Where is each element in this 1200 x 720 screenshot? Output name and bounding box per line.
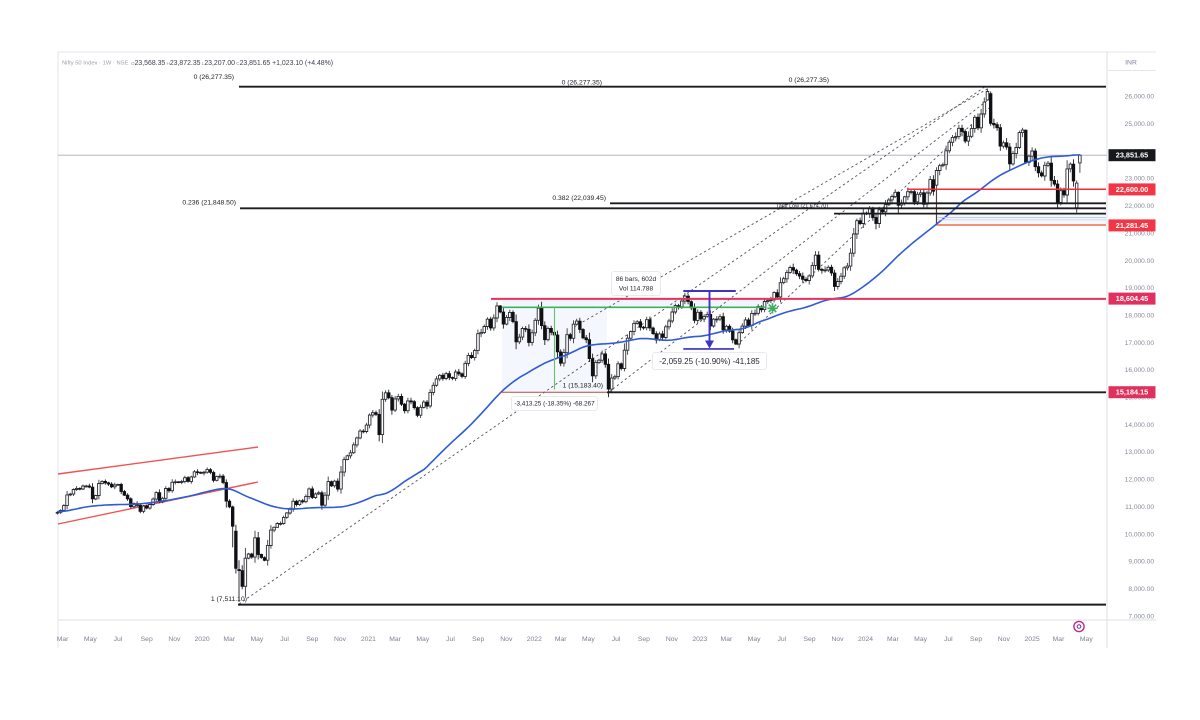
svg-text:21,000.00: 21,000.00: [1125, 230, 1155, 237]
svg-text:May: May: [582, 636, 595, 643]
svg-text:22,600.00: 22,600.00: [1116, 185, 1148, 194]
svg-text:Sep: Sep: [306, 636, 318, 643]
svg-text:17,000.00: 17,000.00: [1125, 340, 1155, 347]
svg-text:0 (26,277.35): 0 (26,277.35): [562, 79, 602, 86]
svg-text:8,000.00: 8,000.00: [1128, 586, 1154, 593]
svg-text:Jul: Jul: [446, 636, 455, 643]
svg-text:23,851.65: 23,851.65: [1116, 151, 1148, 160]
svg-text:May: May: [416, 636, 429, 643]
svg-text:Sep: Sep: [638, 636, 650, 643]
svg-text:0.236 (21,848.50): 0.236 (21,848.50): [182, 200, 236, 207]
svg-text:11,000.00: 11,000.00: [1125, 504, 1154, 511]
svg-text:Jul: Jul: [612, 636, 621, 643]
svg-text:Nov: Nov: [666, 636, 679, 643]
svg-text:Sep: Sep: [472, 636, 484, 643]
svg-text:21,281.45: 21,281.45: [1116, 221, 1148, 230]
svg-text:22,000.00: 22,000.00: [1125, 203, 1155, 210]
svg-text:-2,059.25 (-10.90%) -41,185: -2,059.25 (-10.90%) -41,185: [659, 357, 760, 366]
svg-text:Sep: Sep: [970, 636, 982, 643]
svg-text:12,000.00: 12,000.00: [1125, 477, 1155, 484]
svg-text:INR: INR: [1125, 60, 1137, 67]
svg-text:2025: 2025: [1025, 636, 1040, 643]
svg-text:Sep: Sep: [803, 636, 815, 643]
svg-text:26,000.00: 26,000.00: [1125, 94, 1155, 101]
svg-text:2024: 2024: [858, 636, 873, 643]
svg-text:-3,413.25 (-18.35%) -68.267: -3,413.25 (-18.35%) -68.267: [514, 401, 595, 408]
svg-text:Nov: Nov: [168, 636, 181, 643]
svg-text:Jul: Jul: [114, 636, 123, 643]
svg-text:Nov: Nov: [500, 636, 513, 643]
svg-text:Nov: Nov: [334, 636, 347, 643]
svg-text:2022: 2022: [527, 636, 542, 643]
svg-text:May: May: [1080, 636, 1093, 643]
svg-text:10,000.00: 10,000.00: [1125, 531, 1155, 538]
svg-text:Jul: Jul: [777, 636, 786, 643]
svg-text:Jul: Jul: [944, 636, 953, 643]
svg-text:2023: 2023: [692, 636, 707, 643]
svg-text:16,000.00: 16,000.00: [1125, 367, 1155, 374]
svg-text:7,000.00: 7,000.00: [1128, 613, 1154, 620]
svg-text:May: May: [748, 636, 761, 643]
svg-text:Mar: Mar: [555, 636, 567, 643]
svg-text:13,000.00: 13,000.00: [1125, 449, 1155, 456]
svg-text:Mar: Mar: [1053, 636, 1065, 643]
svg-text:25,000.00: 25,000.00: [1125, 121, 1155, 128]
svg-text:Mar: Mar: [57, 636, 69, 643]
svg-text:86 bars, 602d: 86 bars, 602d: [616, 276, 657, 283]
svg-text:May: May: [250, 636, 263, 643]
svg-text:0 (26,277.35): 0 (26,277.35): [194, 74, 234, 81]
svg-text:0 (26,277.35): 0 (26,277.35): [789, 77, 829, 84]
svg-text:18,604.45: 18,604.45: [1116, 294, 1148, 303]
svg-text:14,000.00: 14,000.00: [1125, 422, 1155, 429]
svg-text:1 (15,183.40): 1 (15,183.40): [563, 383, 603, 390]
svg-text:May: May: [84, 636, 97, 643]
svg-text:Nifty 50 Index · 1W · NSE: Nifty 50 Index · 1W · NSE: [62, 61, 128, 67]
svg-text:Vol 114.788: Vol 114.788: [619, 286, 654, 293]
svg-text:2021: 2021: [361, 636, 376, 643]
svg-text:Nov: Nov: [831, 636, 844, 643]
svg-text:19,000.00: 19,000.00: [1125, 285, 1155, 292]
svg-text:20,000.00: 20,000.00: [1125, 258, 1155, 265]
svg-text:1 (7,511.10): 1 (7,511.10): [211, 596, 247, 603]
svg-text:Mar: Mar: [223, 636, 235, 643]
svg-text:Mar: Mar: [887, 636, 899, 643]
svg-text:Mar: Mar: [721, 636, 733, 643]
svg-text:Jul: Jul: [280, 636, 289, 643]
svg-text:O23,568.35 H23,872.35 L23,207.: O23,568.35 H23,872.35 L23,207.00 C23,851…: [131, 60, 333, 67]
svg-text:0.382 (22,039.45): 0.382 (22,039.45): [552, 195, 606, 202]
svg-text:Sep: Sep: [141, 636, 153, 643]
svg-text:2020: 2020: [195, 636, 210, 643]
svg-text:Nov: Nov: [998, 636, 1011, 643]
svg-text:18,000.00: 18,000.00: [1125, 313, 1155, 320]
svg-text:23,000.00: 23,000.00: [1125, 176, 1155, 183]
svg-text:Mar: Mar: [389, 636, 401, 643]
svg-text:9,000.00: 9,000.00: [1128, 559, 1154, 566]
svg-text:Tariff Low (21,674.70): Tariff Low (21,674.70): [776, 203, 828, 209]
svg-text:15,184.15: 15,184.15: [1116, 388, 1148, 397]
svg-text:May: May: [914, 636, 927, 643]
